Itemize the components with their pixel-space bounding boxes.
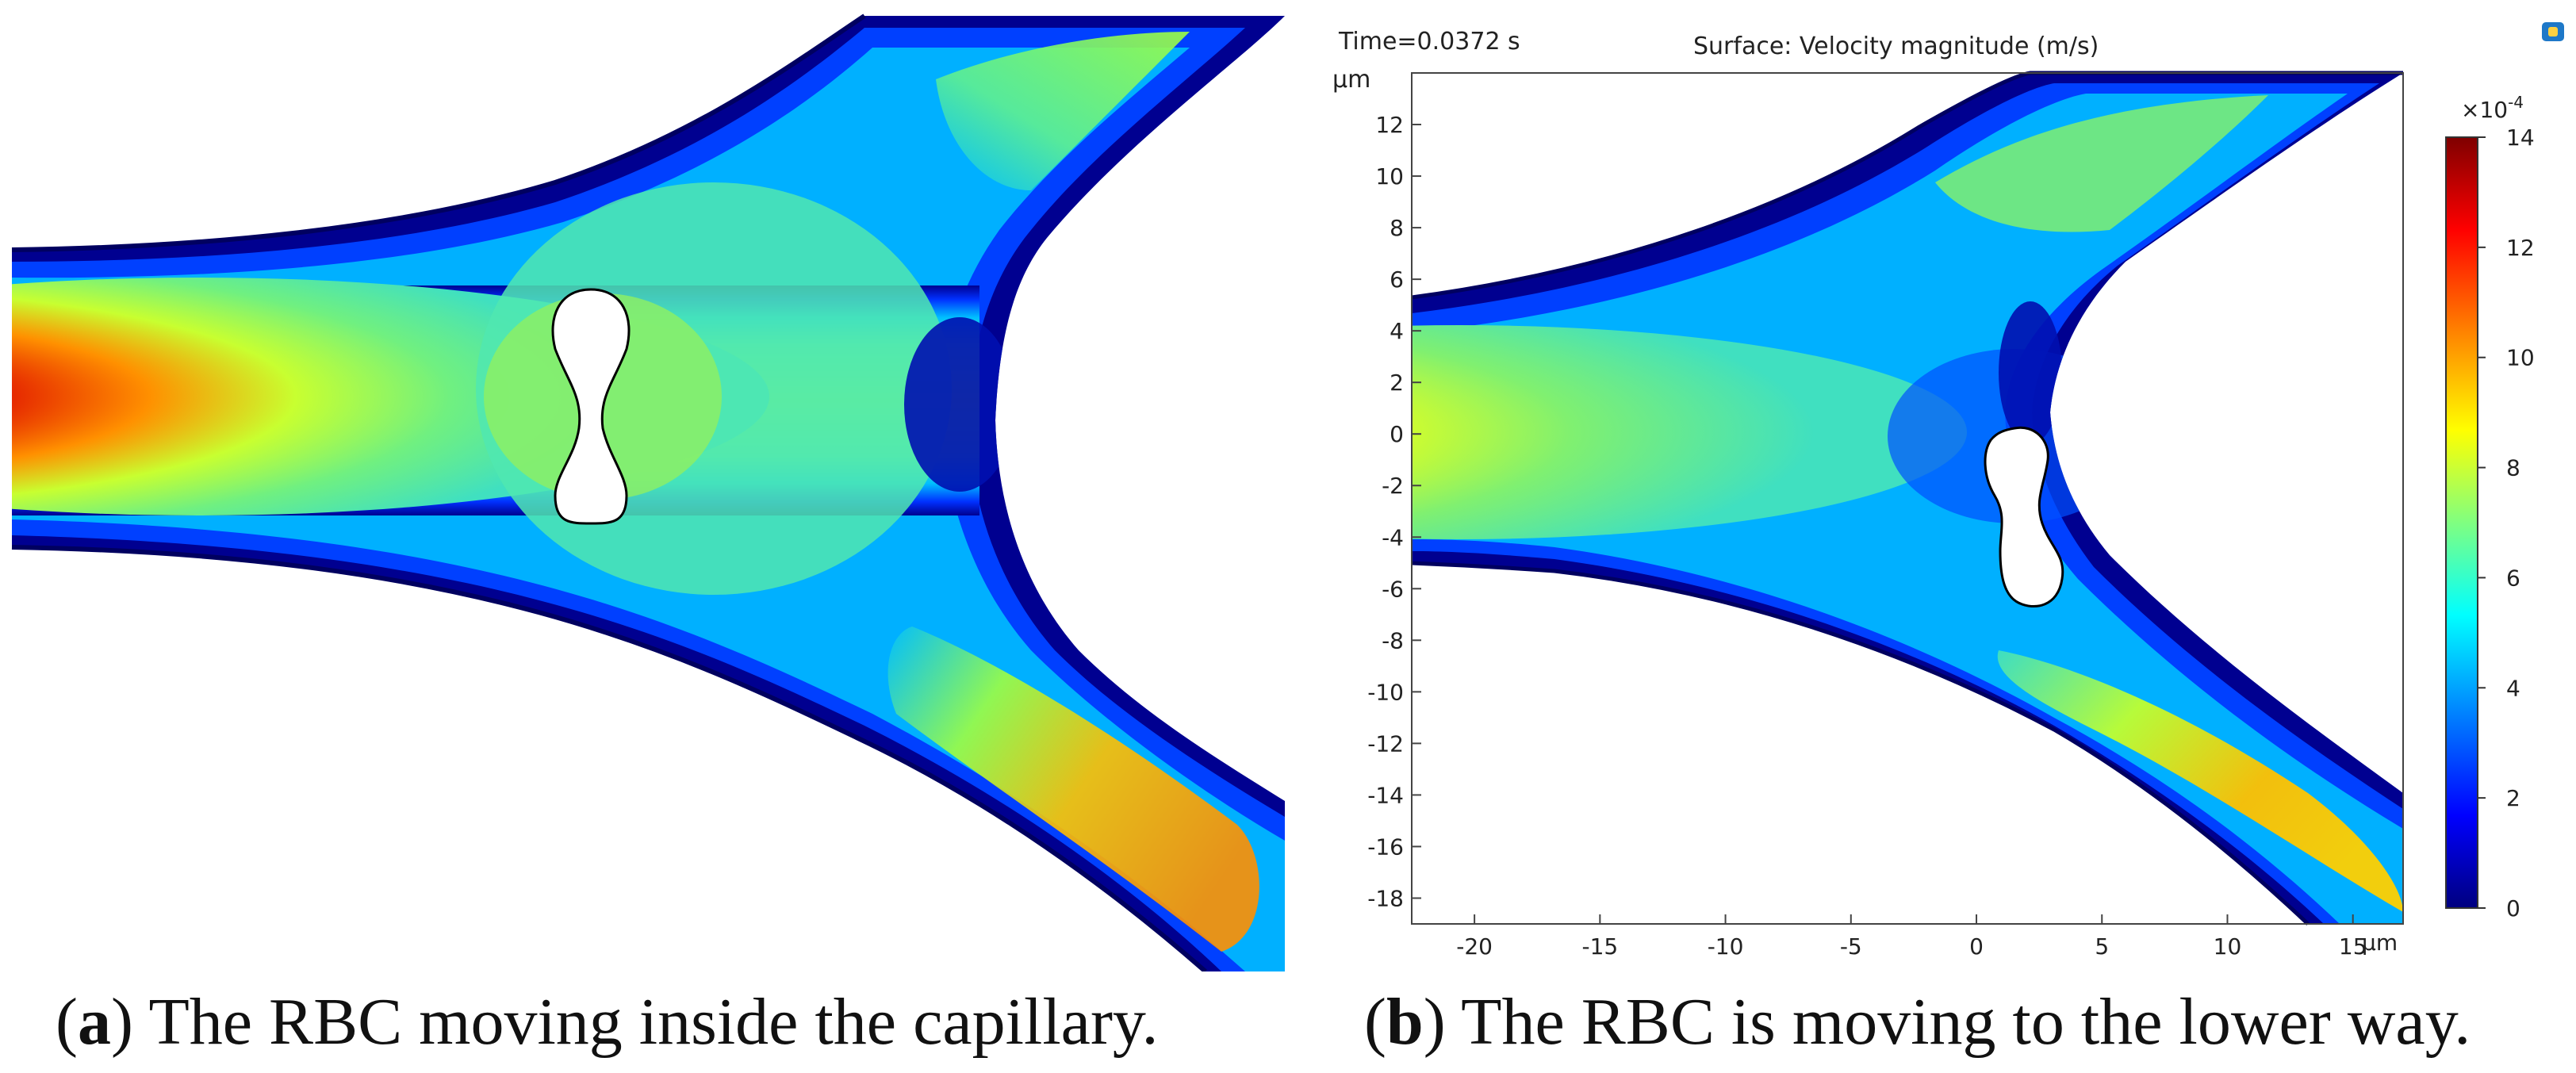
panel-a-figure bbox=[0, 0, 1285, 974]
y-tick-label: 4 bbox=[1390, 318, 1404, 344]
y-tick-label: -2 bbox=[1382, 473, 1404, 499]
caption-a-text: The RBC moving inside the capillary. bbox=[148, 985, 1159, 1059]
x-tick-label: -15 bbox=[1581, 933, 1618, 960]
y-tick-label: 12 bbox=[1375, 112, 1404, 138]
y-tick-label: 0 bbox=[1390, 421, 1404, 447]
surface-title: Surface: Velocity magnitude (m/s) bbox=[1693, 33, 2099, 60]
y-tick-label: 2 bbox=[1390, 370, 1404, 396]
colorbar-tick-label: 6 bbox=[2506, 565, 2520, 591]
y-tick-label: -16 bbox=[1367, 833, 1404, 860]
colorbar-tick-label: 12 bbox=[2506, 235, 2535, 261]
panel-a-velocity-field bbox=[11, 13, 1285, 974]
colorbar-tick-label: 14 bbox=[2506, 125, 2535, 151]
y-tick-label: -8 bbox=[1382, 627, 1404, 653]
colorbar-exponent: ×10-4 bbox=[2461, 93, 2524, 123]
colorbar-tick-label: 10 bbox=[2506, 345, 2535, 371]
panel-b-figure: Time=0.0372 s Surface: Velocity magnitud… bbox=[1317, 0, 2576, 971]
colorbar-tick-label: 0 bbox=[2506, 895, 2520, 922]
y-tick-label: 8 bbox=[1390, 215, 1404, 241]
time-label: Time=0.0372 s bbox=[1338, 28, 1520, 56]
plot-frame bbox=[1411, 72, 2404, 925]
colorbar-tick-label: 2 bbox=[2506, 785, 2520, 811]
colorbar-ticks: 14 12 10 8 6 4 2 0 bbox=[2478, 125, 2535, 922]
colorbar-tick-label: 4 bbox=[2506, 675, 2520, 701]
y-tick-label: -12 bbox=[1367, 730, 1404, 757]
x-axis-ticks: -20 -15 -10 -5 0 5 10 15 bbox=[1456, 914, 2367, 960]
colorbar-tick-label: 8 bbox=[2506, 455, 2520, 481]
colorbar bbox=[2445, 136, 2478, 909]
y-unit-label: µm bbox=[1332, 66, 1370, 94]
y-axis-ticks: 12 10 8 6 4 2 0 -2 -4 -6 -8 -10 -12 -14 -16 -18 bbox=[1367, 112, 1421, 911]
caption-a-letter: a bbox=[77, 985, 111, 1059]
x-unit-label: µm bbox=[2362, 929, 2398, 956]
caption-b: (b) The RBC is moving to the lower way. bbox=[1364, 985, 2471, 1059]
x-tick-label: -10 bbox=[1708, 933, 1744, 960]
y-tick-label: -6 bbox=[1382, 576, 1404, 602]
x-tick-label: -20 bbox=[1456, 933, 1493, 960]
y-tick-label: -4 bbox=[1382, 524, 1404, 550]
y-tick-label: 6 bbox=[1390, 266, 1404, 293]
comsol-logo-icon bbox=[2542, 22, 2564, 41]
y-tick-label: 10 bbox=[1375, 163, 1404, 190]
x-tick-label: 0 bbox=[1969, 933, 1984, 960]
caption-b-letter: b bbox=[1386, 985, 1424, 1059]
x-tick-label: 5 bbox=[2095, 933, 2109, 960]
panel-b-plot: Time=0.0372 s Surface: Velocity magnitud… bbox=[1332, 22, 2564, 960]
y-tick-label: -10 bbox=[1367, 679, 1404, 705]
x-tick-label: -5 bbox=[1840, 933, 1862, 960]
caption-a: (a) The RBC moving inside the capillary. bbox=[56, 985, 1159, 1059]
caption-b-text: The RBC is moving to the lower way. bbox=[1461, 985, 2471, 1059]
y-tick-label: -14 bbox=[1367, 782, 1404, 808]
rbc-shape-b bbox=[1984, 426, 2064, 608]
rbc-shape-a bbox=[551, 288, 631, 525]
y-tick-label: -18 bbox=[1367, 885, 1404, 911]
x-tick-label: 10 bbox=[2214, 933, 2242, 960]
x-tick-label: 15 bbox=[2339, 933, 2367, 960]
